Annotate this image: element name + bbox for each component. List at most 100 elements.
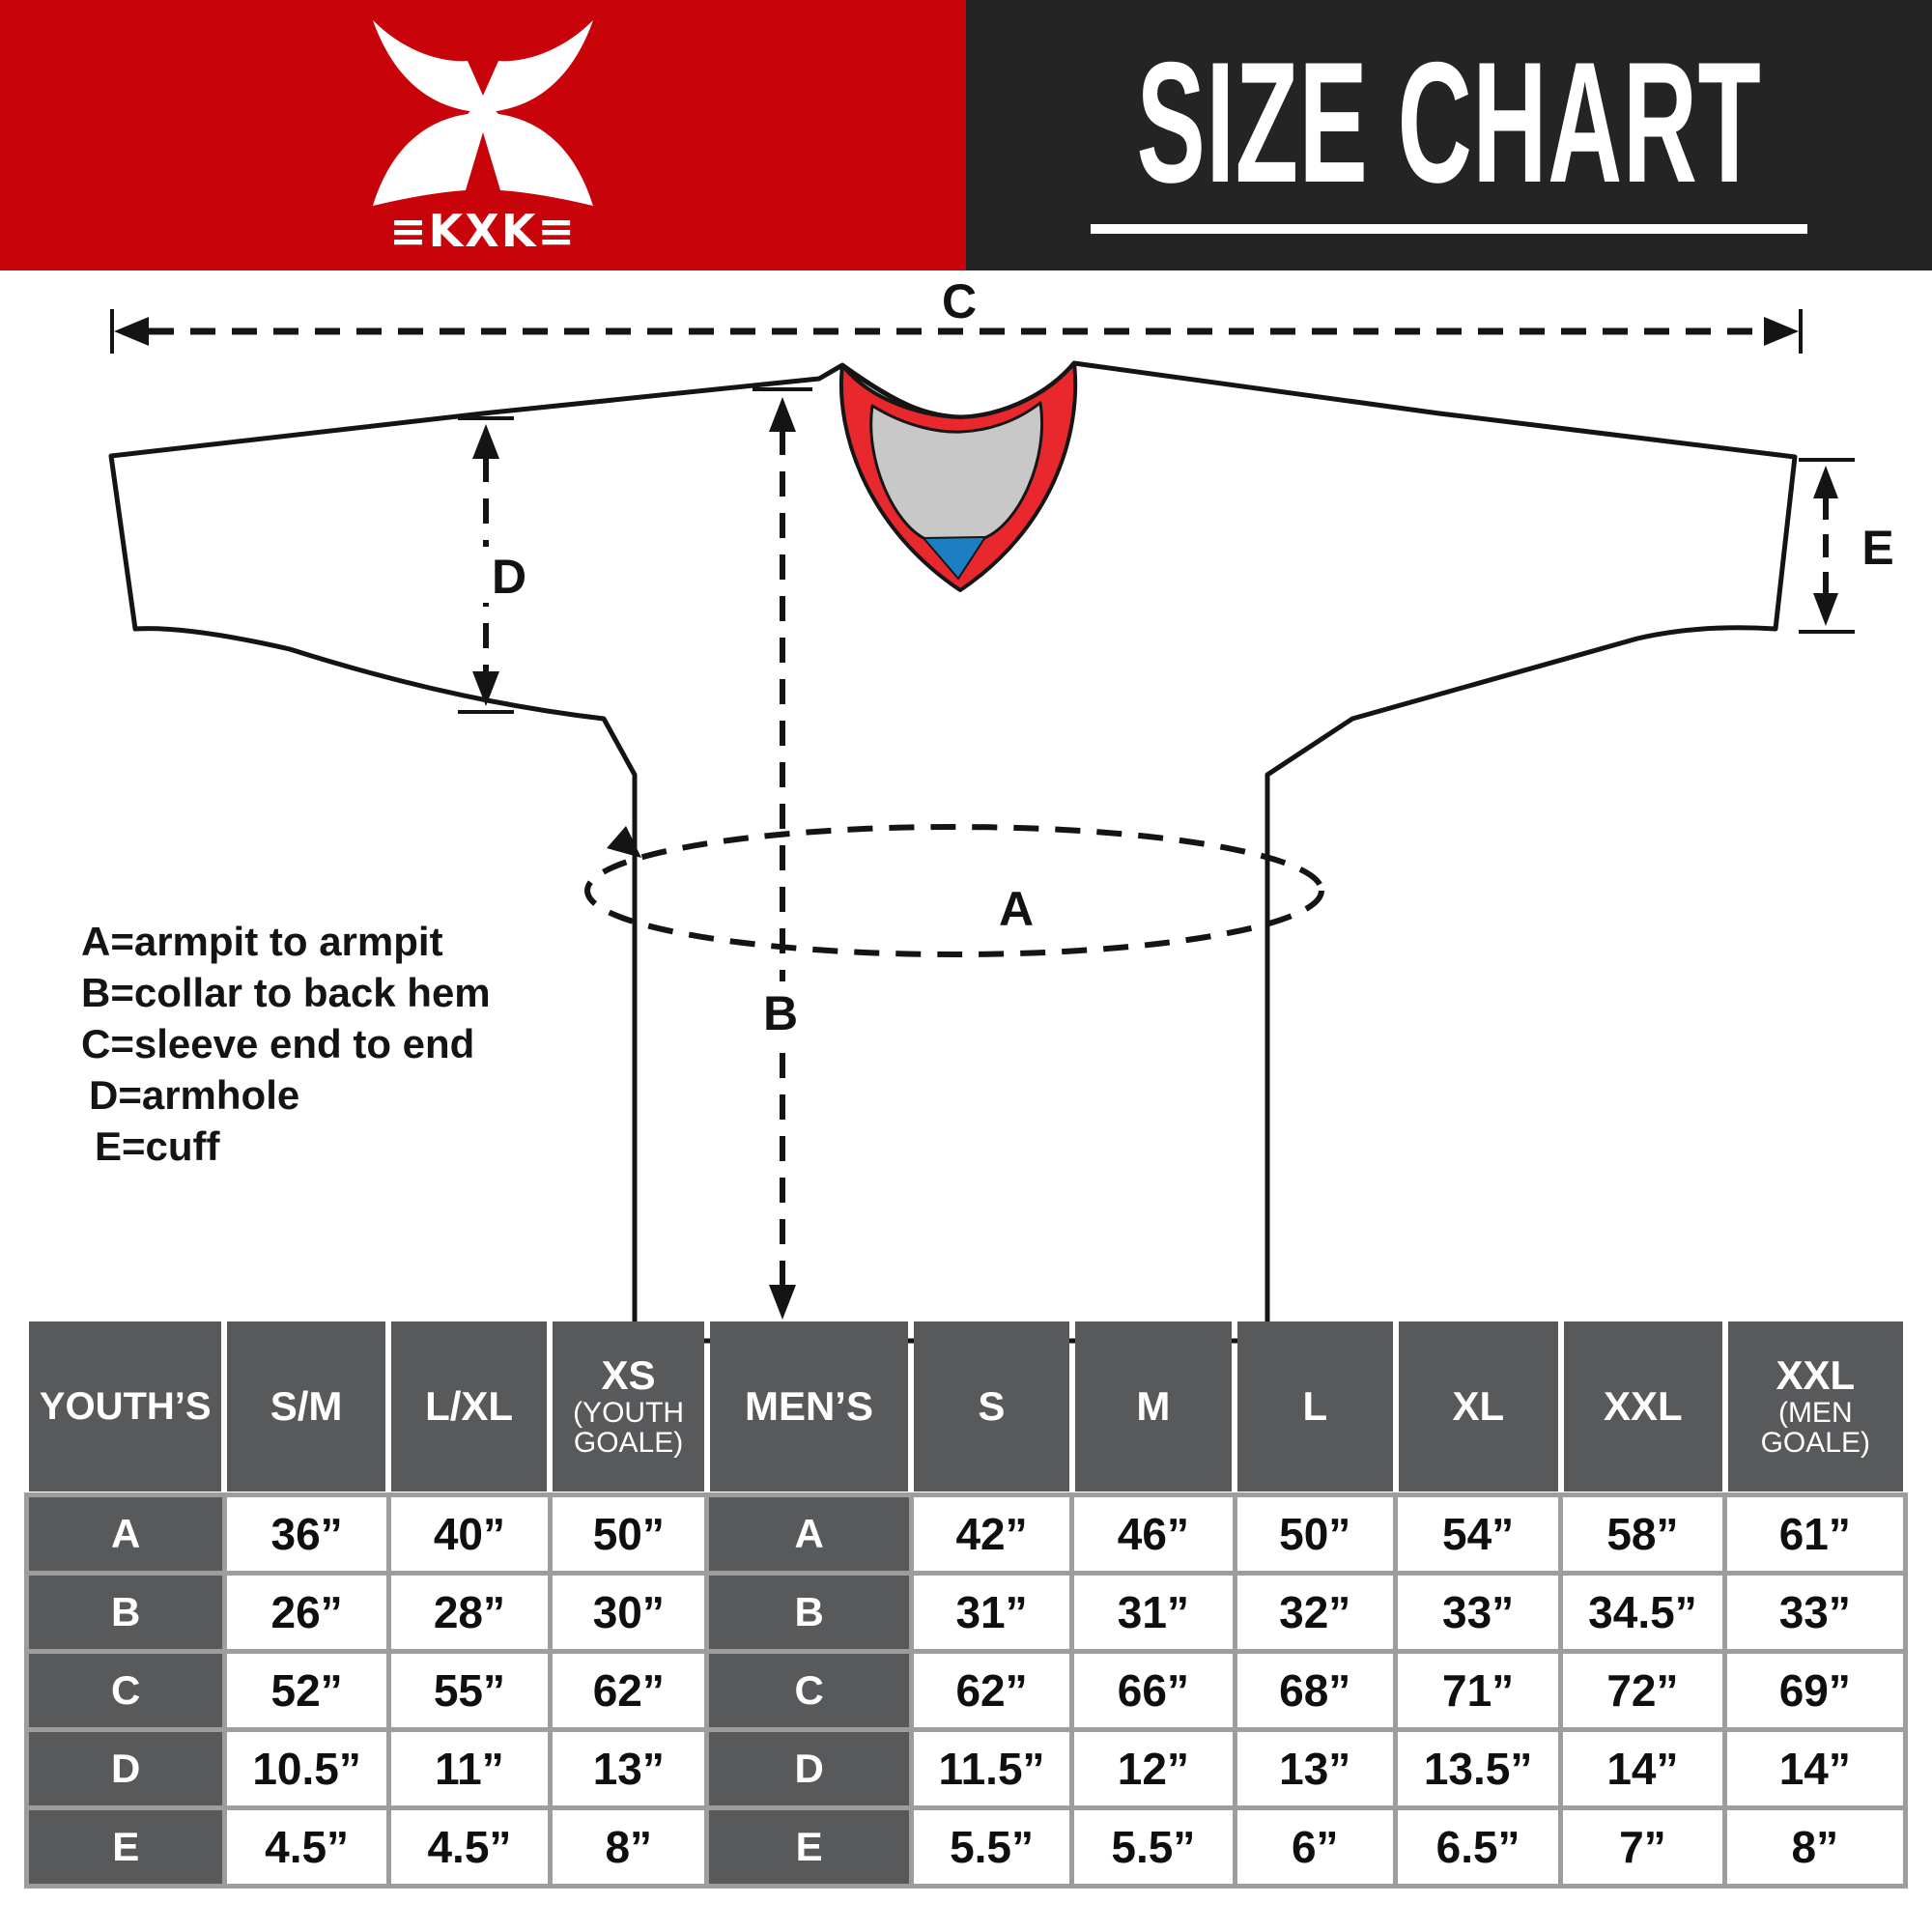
table-cell: 26”	[227, 1576, 386, 1649]
dim-label-d: D	[492, 550, 526, 604]
youth-row-label: A	[29, 1497, 223, 1571]
men-row-label: E	[709, 1810, 909, 1884]
dim-label-b-bg	[753, 981, 810, 1041]
arrowhead-b-down	[769, 1285, 796, 1320]
size-sub-label: GOALE)	[1760, 1427, 1870, 1460]
table-cell: 66”	[1074, 1654, 1233, 1727]
arrowhead-b-up	[769, 397, 796, 432]
table-cell: 13”	[1236, 1732, 1393, 1805]
dim-label-b: B	[763, 986, 798, 1040]
header-red-panel: ≡KXK≡	[0, 0, 966, 270]
table-cell: 5.5”	[913, 1810, 1070, 1884]
table-cell: 4.5”	[390, 1810, 549, 1884]
arrowhead-a	[607, 826, 641, 858]
legend-line-d: D=armhole	[89, 1072, 300, 1118]
page-title: SIZE CHART	[1136, 26, 1762, 218]
table-cell: 34.5”	[1563, 1576, 1722, 1649]
size-sub-label: (MEN	[1777, 1396, 1853, 1429]
men-size-header-s: S	[914, 1321, 1069, 1492]
youth-row-label: B	[29, 1576, 223, 1649]
men-row-label: D	[709, 1732, 909, 1805]
table-cell: 30”	[553, 1576, 705, 1649]
table-cell: 28”	[390, 1576, 549, 1649]
men-row-label: A	[709, 1497, 909, 1571]
dimension-ellipse-a	[584, 824, 1324, 957]
table-cell: 8”	[553, 1810, 705, 1884]
arrowhead-d-down	[472, 671, 499, 706]
men-row-label: B	[709, 1576, 909, 1649]
men-size-header-xl: XL	[1398, 1321, 1559, 1492]
jersey-measurement-diagram: C D B A E	[108, 274, 1894, 1344]
table-cell: 71”	[1397, 1654, 1559, 1727]
legend-line-e: E=cuff	[95, 1123, 220, 1169]
arrowhead-e-down	[1813, 593, 1838, 626]
arrowhead-c-right	[1764, 317, 1799, 346]
size-table-header: YOUTH’S S/M L/XL XS (YOUTH GOALE) MEN’S …	[29, 1321, 1903, 1492]
table-cell: 62”	[913, 1654, 1070, 1727]
table-cell: 69”	[1726, 1654, 1903, 1727]
table-cell: 50”	[553, 1497, 705, 1571]
men-size-header-xxl: XXL	[1564, 1321, 1722, 1492]
size-main-label: XS	[601, 1352, 656, 1399]
table-cell: 40”	[390, 1497, 549, 1571]
table-cell: 6.5”	[1397, 1810, 1559, 1884]
youth-group-header: YOUTH’S	[29, 1321, 222, 1492]
table-cell: 33”	[1726, 1576, 1903, 1649]
collar-blue-triangle	[921, 535, 987, 581]
kxk-logo: ≡KXK≡	[373, 20, 593, 252]
size-main-label: XXL	[1776, 1352, 1856, 1399]
dim-label-a: A	[999, 882, 1034, 936]
table-cell: 46”	[1074, 1497, 1233, 1571]
table-cell: 31”	[1074, 1576, 1233, 1649]
table-cell: 11.5”	[913, 1732, 1070, 1805]
table-cell: 62”	[553, 1654, 705, 1727]
legend-line-c: C=sleeve end to end	[81, 1021, 475, 1066]
youth-row-label: E	[29, 1810, 223, 1884]
logo-wordmark: ≡KXK≡	[389, 205, 577, 252]
youth-size-header-sm: S/M	[227, 1321, 385, 1492]
table-cell: 31”	[913, 1576, 1070, 1649]
arrowhead-c-left	[114, 317, 149, 346]
table-cell: 61”	[1726, 1497, 1903, 1571]
arrowhead-e-up	[1813, 466, 1838, 498]
table-cell: 13.5”	[1397, 1732, 1559, 1805]
men-group-header: MEN’S	[709, 1321, 909, 1492]
size-sub-label: (YOUTH	[573, 1396, 685, 1429]
arrowhead-d-up	[472, 424, 499, 459]
youth-size-header-lxl: L/XL	[390, 1321, 548, 1492]
dim-label-d-bg	[483, 547, 535, 603]
table-cell: 5.5”	[1074, 1810, 1233, 1884]
size-sub-label: GOALE)	[573, 1427, 684, 1460]
dim-label-a-bg	[991, 879, 1043, 935]
table-cell: 42”	[913, 1497, 1070, 1571]
men-row-label: C	[709, 1654, 909, 1727]
youth-row-label: C	[29, 1654, 223, 1727]
table-cell: 14”	[1726, 1732, 1903, 1805]
men-size-header-xxl-goalie: XXL (MEN GOALE)	[1727, 1321, 1903, 1492]
table-cell: 58”	[1563, 1497, 1722, 1571]
youth-row-label: D	[29, 1732, 223, 1805]
table-cell: 14”	[1563, 1732, 1722, 1805]
table-cell: 54”	[1397, 1497, 1559, 1571]
table-cell: 12”	[1074, 1732, 1233, 1805]
table-cell: 55”	[390, 1654, 549, 1727]
legend-line-a: A=armpit to armpit	[81, 919, 443, 964]
table-cell: 32”	[1236, 1576, 1393, 1649]
men-size-header-m: M	[1074, 1321, 1233, 1492]
logo-top-wing	[373, 20, 593, 119]
table-cell: 13”	[553, 1732, 705, 1805]
size-table-body: A 36” 40” 50” A 42” 46” 50” 54” 58” 61” …	[24, 1492, 1908, 1889]
table-cell: 72”	[1563, 1654, 1722, 1727]
table-cell: 33”	[1397, 1576, 1559, 1649]
men-size-header-l: L	[1237, 1321, 1393, 1492]
title-underline	[1091, 224, 1807, 234]
dim-label-c: C	[942, 274, 977, 328]
dim-label-e: E	[1861, 521, 1893, 575]
table-cell: 11”	[390, 1732, 549, 1805]
table-cell: 6”	[1236, 1810, 1393, 1884]
table-cell: 50”	[1236, 1497, 1393, 1571]
table-cell: 10.5”	[227, 1732, 386, 1805]
table-cell: 8”	[1726, 1810, 1903, 1884]
table-cell: 52”	[227, 1654, 386, 1727]
